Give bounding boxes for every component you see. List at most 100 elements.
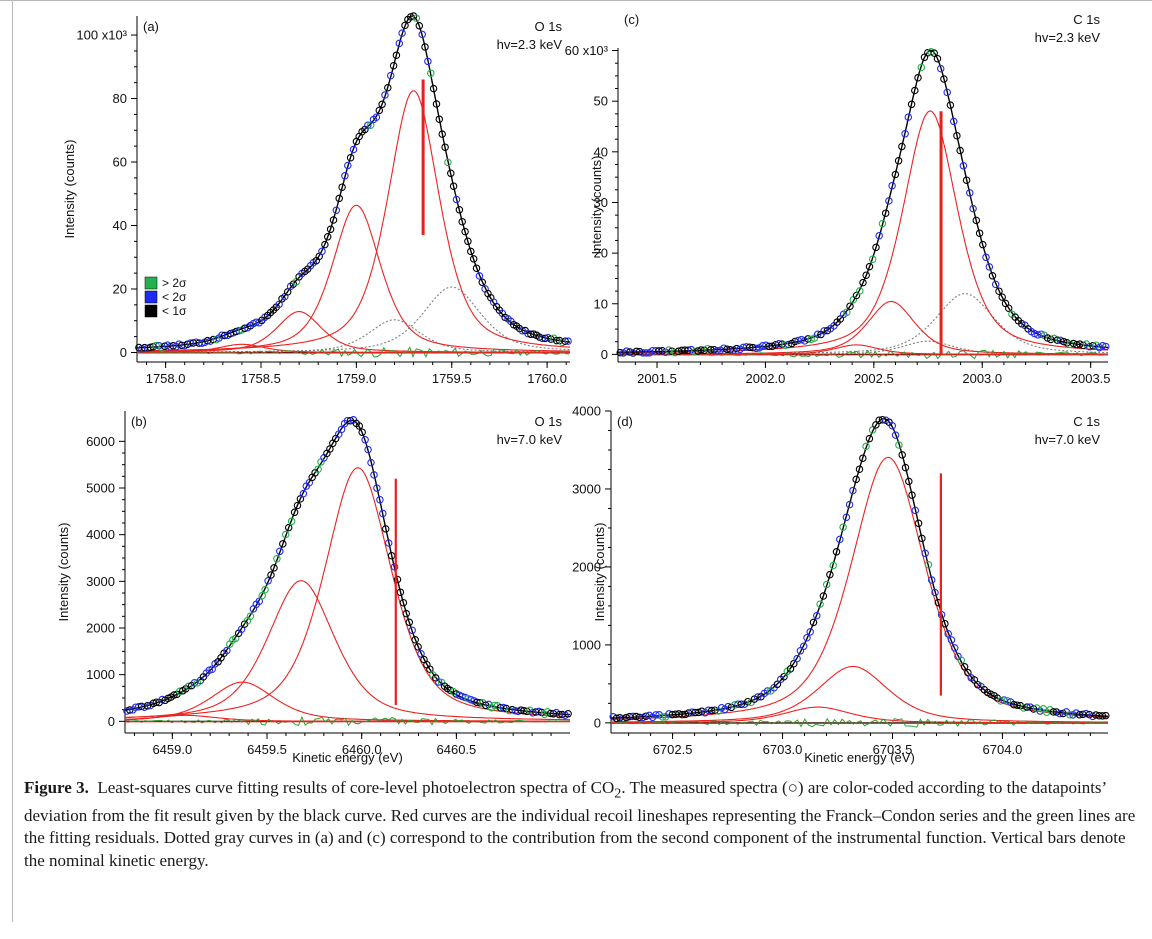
data-point bbox=[379, 509, 387, 518]
data-point bbox=[414, 643, 422, 651]
x-tick-label: 2003.0 bbox=[962, 371, 1002, 386]
data-point bbox=[622, 347, 631, 355]
data-point bbox=[461, 227, 469, 236]
y-tick-label: 0 bbox=[108, 714, 115, 729]
data-point bbox=[784, 340, 793, 349]
data-point bbox=[472, 264, 481, 272]
data-point bbox=[956, 146, 964, 155]
core-level-label: O 1s bbox=[535, 414, 563, 429]
data-point bbox=[995, 287, 1003, 295]
x-tick-label: 6459.0 bbox=[152, 742, 192, 757]
data-point bbox=[809, 618, 818, 627]
data-point bbox=[378, 100, 386, 109]
data-point bbox=[281, 530, 290, 539]
data-point bbox=[412, 14, 421, 22]
data-point bbox=[911, 506, 920, 515]
data-point bbox=[402, 609, 411, 618]
data-point bbox=[464, 237, 472, 246]
y-tick-label: 100 x10³ bbox=[76, 28, 127, 43]
data-point bbox=[527, 330, 535, 339]
data-point bbox=[991, 280, 1000, 289]
data-point bbox=[891, 170, 900, 179]
data-point bbox=[843, 308, 851, 316]
panel-c bbox=[612, 48, 1110, 368]
data-point bbox=[411, 636, 419, 644]
data-point bbox=[786, 665, 795, 673]
data-point bbox=[972, 216, 981, 225]
data-point bbox=[752, 344, 760, 353]
data-point bbox=[959, 162, 968, 170]
data-point bbox=[1059, 337, 1068, 346]
data-point bbox=[768, 342, 777, 350]
data-point bbox=[469, 255, 478, 263]
data-point bbox=[819, 592, 828, 600]
data-point bbox=[849, 486, 857, 495]
data-point bbox=[822, 580, 831, 589]
data-point bbox=[846, 302, 854, 310]
data-point bbox=[753, 693, 762, 701]
core-level-label: C 1s bbox=[1073, 12, 1100, 27]
data-point bbox=[914, 73, 922, 82]
data-point bbox=[969, 204, 977, 213]
data-point bbox=[881, 209, 890, 217]
panel-label: (c) bbox=[624, 12, 639, 27]
data-point bbox=[337, 425, 346, 434]
caption-text-start: Least-squares curve fitting results of c… bbox=[97, 778, 615, 797]
legend-swatch bbox=[144, 290, 158, 304]
data-point bbox=[949, 117, 958, 126]
data-point bbox=[366, 121, 375, 129]
data-point bbox=[126, 706, 134, 714]
data-point bbox=[960, 663, 969, 671]
data-point bbox=[998, 293, 1006, 301]
data-point bbox=[856, 287, 864, 295]
data-point bbox=[255, 597, 264, 605]
data-point bbox=[918, 534, 926, 543]
data-point bbox=[979, 240, 987, 249]
data-point bbox=[924, 560, 933, 569]
photon-energy-label: hv=2.3 keV bbox=[497, 37, 563, 52]
data-point bbox=[349, 145, 358, 154]
y-tick-label: 5000 bbox=[86, 481, 115, 496]
x-tick-label: 6460.5 bbox=[437, 742, 477, 757]
x-tick-label: 6703.5 bbox=[873, 742, 913, 757]
x-tick-label: 6703.0 bbox=[763, 742, 803, 757]
data-point bbox=[258, 591, 266, 600]
data-point bbox=[901, 463, 910, 472]
y-tick-label: 20 bbox=[594, 246, 608, 261]
data-point bbox=[381, 525, 390, 533]
data-point bbox=[872, 243, 880, 252]
x-tick-label: 1759.5 bbox=[432, 371, 472, 386]
data-point bbox=[396, 588, 405, 596]
data-point bbox=[405, 618, 414, 627]
data-point bbox=[279, 540, 287, 548]
data-point bbox=[820, 327, 828, 335]
data-point bbox=[829, 561, 837, 570]
data-point bbox=[962, 176, 971, 184]
data-point bbox=[335, 194, 343, 203]
figure-frame-left bbox=[12, 0, 13, 922]
data-point bbox=[895, 441, 903, 449]
data-point bbox=[564, 710, 572, 718]
data-point bbox=[859, 278, 867, 287]
recoil-component-curve bbox=[618, 110, 1109, 354]
data-point bbox=[950, 644, 959, 652]
data-point bbox=[367, 458, 375, 467]
data-point bbox=[524, 329, 532, 338]
fit-curve bbox=[618, 49, 1109, 353]
recoil-component-curve bbox=[124, 467, 571, 718]
data-point bbox=[1098, 342, 1107, 350]
data-point bbox=[878, 415, 887, 424]
y-tick-label: 0 bbox=[601, 347, 608, 362]
data-point bbox=[381, 91, 389, 99]
data-point bbox=[737, 700, 746, 708]
panel-d bbox=[605, 410, 1110, 739]
data-point bbox=[223, 646, 231, 655]
data-point bbox=[914, 519, 923, 528]
data-point bbox=[894, 157, 903, 165]
data-point bbox=[384, 83, 392, 92]
data-point bbox=[763, 687, 772, 695]
data-point bbox=[878, 219, 887, 228]
data-point bbox=[434, 678, 443, 686]
data-point bbox=[885, 197, 893, 205]
y-axis-label: Intensity (counts) bbox=[56, 523, 71, 622]
